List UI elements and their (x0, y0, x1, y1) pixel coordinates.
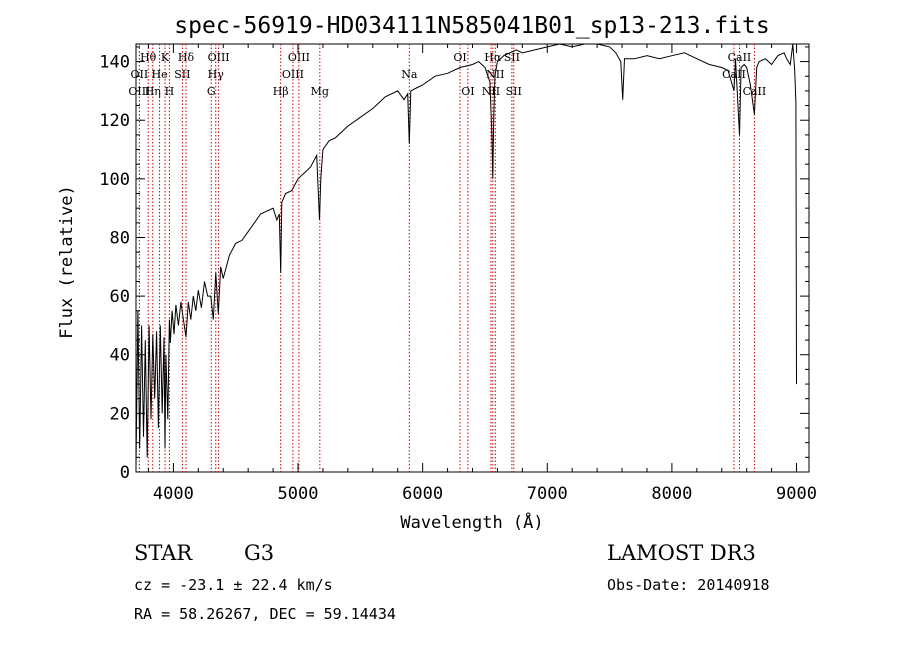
y-tick-label: 100 (99, 170, 130, 190)
emission-line-markers (138, 44, 755, 472)
observation-date: Obs-Date: 20140918 (607, 576, 770, 594)
line-label: Hη (145, 85, 161, 98)
line-label: CaII (743, 85, 767, 98)
line-label: OIII (208, 51, 230, 64)
line-label: Hβ (273, 85, 289, 98)
line-label: CaII (722, 68, 746, 81)
line-label: OIII (128, 85, 150, 98)
line-label: K (161, 51, 170, 64)
y-tick-label: 40 (110, 346, 130, 366)
survey-name: LAMOST DR3 (607, 541, 756, 565)
y-tick-label: 0 (120, 463, 130, 483)
line-label: OI (453, 51, 466, 64)
line-label: OII (131, 68, 149, 81)
line-label: NII (482, 85, 500, 98)
x-axis-label: Wavelength (Å) (400, 511, 543, 533)
line-label: SII (504, 51, 520, 64)
y-tick-label: 60 (110, 287, 130, 307)
line-label: OIII (288, 51, 310, 64)
x-tick-label: 9000 (776, 484, 817, 504)
object-subclass: G3 (244, 541, 274, 565)
line-label: OI (461, 85, 474, 98)
x-tick-label: 5000 (278, 484, 319, 504)
object-class: STAR (134, 541, 193, 565)
y-tick-label: 140 (99, 53, 130, 73)
line-label: Hα (484, 51, 502, 64)
line-label: Hγ (208, 68, 225, 81)
x-tick-label: 6000 (402, 484, 443, 504)
line-label: Mg (311, 85, 329, 98)
y-axis-label: Flux (relative) (57, 185, 77, 339)
x-tick-label: 4000 (153, 484, 194, 504)
series-group (135, 43, 797, 467)
axis-ticks: 4000 5000 6000 7000 8000 9000 0 20 40 60 80 100 120 1… (99, 44, 817, 504)
chart-title: spec-56919-HD034111N585041B01_sp13-213.f… (174, 13, 769, 39)
y-tick-label: 80 (110, 228, 130, 248)
x-tick-label: 7000 (527, 484, 568, 504)
line-label: G (207, 85, 216, 98)
y-tick-label: 120 (99, 111, 130, 131)
line-label: SII (174, 68, 190, 81)
line-label: Hθ (140, 51, 157, 64)
y-tick-label: 20 (110, 404, 130, 424)
x-tick-label: 8000 (651, 484, 692, 504)
sky-coordinates: RA = 58.26267, DEC = 59.14434 (134, 605, 396, 623)
plot-frame (135, 43, 810, 473)
line-label: SII (506, 85, 522, 98)
spectrum-line (135, 43, 797, 467)
line-label: CaII (728, 51, 752, 64)
line-label: He (152, 68, 168, 81)
line-label: Na (401, 68, 418, 81)
redshift-velocity: cz = -23.1 ± 22.4 km/s (134, 576, 333, 594)
line-label: OIII (282, 68, 304, 81)
line-label: Hδ (178, 51, 195, 64)
line-label: H (165, 85, 175, 98)
